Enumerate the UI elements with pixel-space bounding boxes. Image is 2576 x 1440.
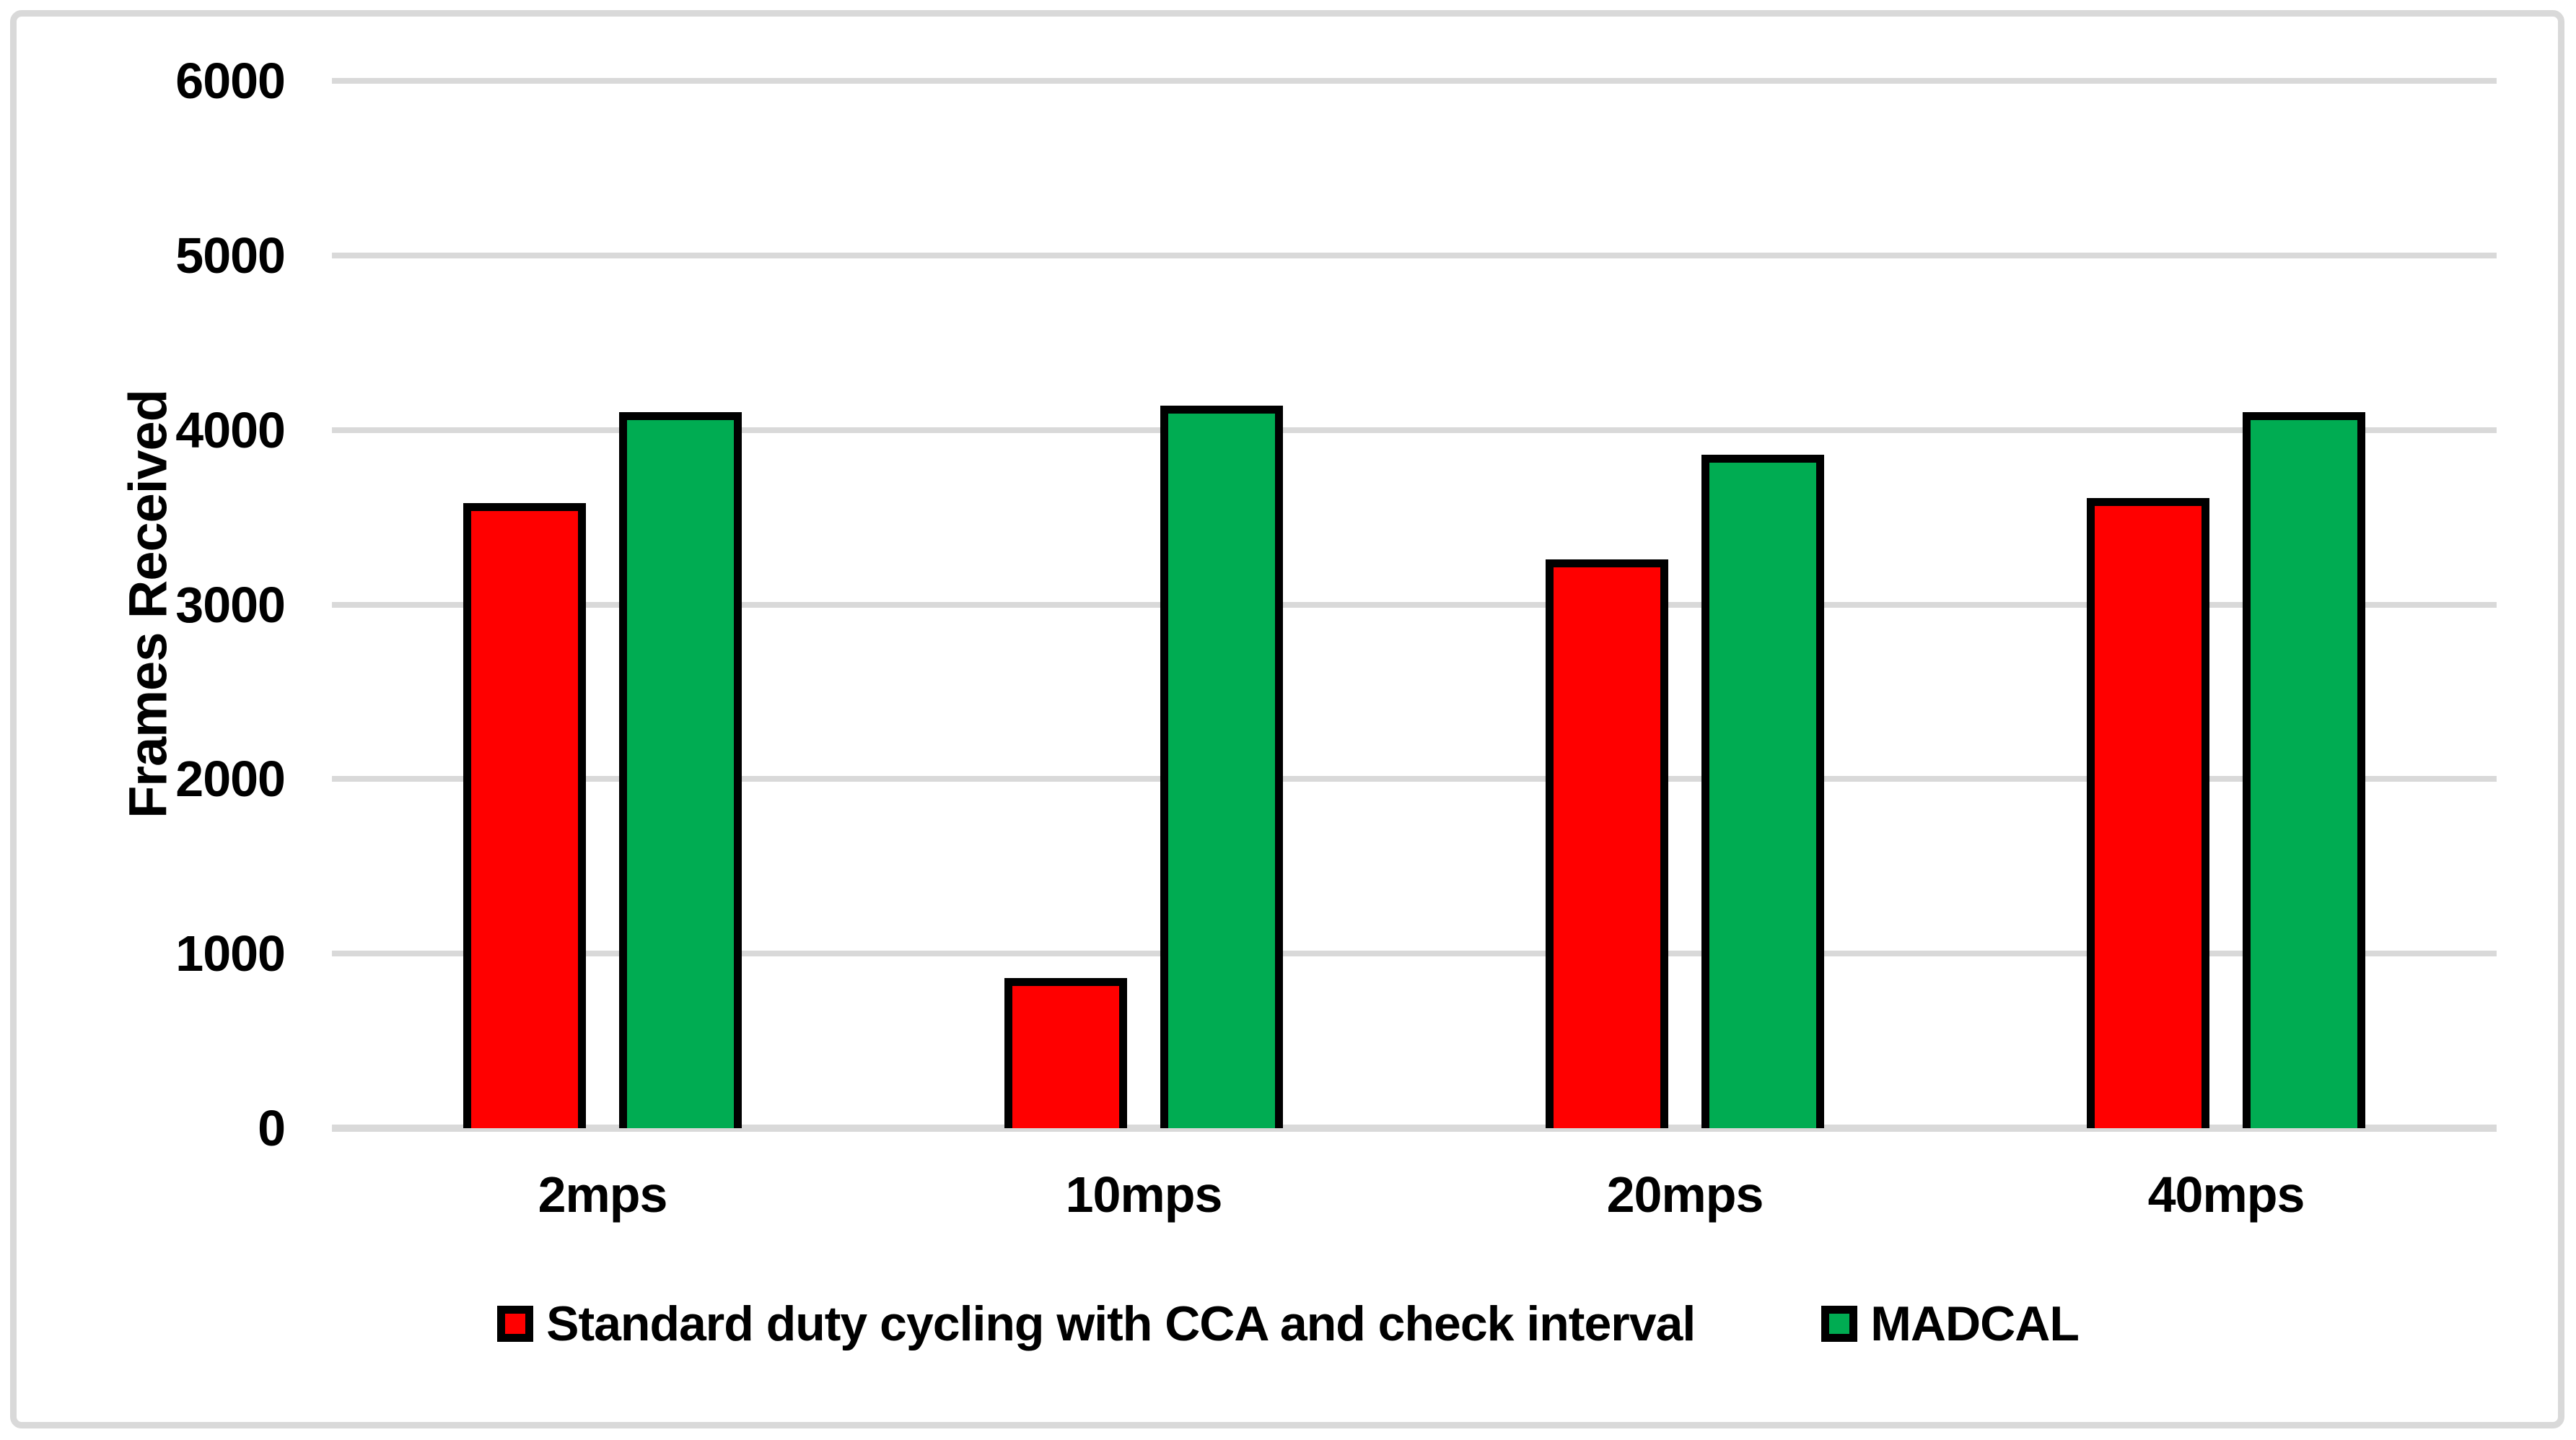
legend-item-standard: Standard duty cycling with CCA and check… bbox=[497, 1296, 1696, 1352]
gridline-2000 bbox=[332, 776, 2497, 782]
plot-area bbox=[332, 78, 2497, 1132]
y-tick-label: 6000 bbox=[175, 53, 286, 109]
x-axis-label-40mps: 40mps bbox=[2147, 1166, 2305, 1223]
bar-standard-10mps bbox=[1004, 978, 1127, 1128]
legend-label-standard: Standard duty cycling with CCA and check… bbox=[546, 1296, 1696, 1351]
y-tick-label: 3000 bbox=[175, 576, 286, 633]
legend-label-madcal: MADCAL bbox=[1870, 1296, 2080, 1351]
bar-group-2mps bbox=[332, 81, 873, 1128]
y-tick-label: 5000 bbox=[175, 227, 286, 284]
gridline-0 bbox=[332, 1125, 2497, 1132]
gridline-3000 bbox=[332, 601, 2497, 608]
legend: Standard duty cycling with CCA and check… bbox=[0, 1296, 2576, 1352]
x-axis-label-20mps: 20mps bbox=[1606, 1166, 1764, 1223]
y-tick-label: 0 bbox=[258, 1100, 286, 1156]
x-axis-label-2mps: 2mps bbox=[538, 1166, 668, 1223]
gridline-5000 bbox=[332, 252, 2497, 258]
y-tick-label: 1000 bbox=[175, 925, 286, 982]
y-tick-label: 4000 bbox=[175, 401, 286, 458]
bar-group-40mps bbox=[1955, 81, 2497, 1128]
gridline-4000 bbox=[332, 427, 2497, 433]
gridlines bbox=[332, 78, 2497, 1132]
bar-standard-40mps bbox=[2087, 497, 2209, 1128]
gridline-6000 bbox=[332, 78, 2497, 84]
bar-standard-20mps bbox=[1546, 559, 1668, 1128]
legend-marker-standard-icon bbox=[497, 1306, 534, 1342]
bar-madcal-20mps bbox=[1701, 454, 1824, 1128]
bar-group-10mps bbox=[873, 81, 1414, 1128]
legend-marker-madcal-icon bbox=[1821, 1306, 1858, 1342]
bar-standard-2mps bbox=[463, 503, 586, 1128]
bar-madcal-40mps bbox=[2243, 412, 2365, 1128]
x-axis-label-10mps: 10mps bbox=[1065, 1166, 1223, 1223]
y-tick-label: 2000 bbox=[175, 751, 286, 808]
bar-madcal-10mps bbox=[1160, 405, 1283, 1128]
gridline-1000 bbox=[332, 951, 2497, 957]
bar-madcal-2mps bbox=[619, 412, 742, 1128]
bar-group-20mps bbox=[1414, 81, 1955, 1128]
x-axis-labels: 2mps 10mps 20mps 40mps bbox=[332, 1166, 2497, 1223]
y-axis-tick-labels: 6000 5000 4000 3000 2000 1000 0 bbox=[43, 55, 286, 1154]
bar-groups bbox=[332, 81, 2497, 1128]
legend-item-madcal: MADCAL bbox=[1821, 1296, 2080, 1352]
